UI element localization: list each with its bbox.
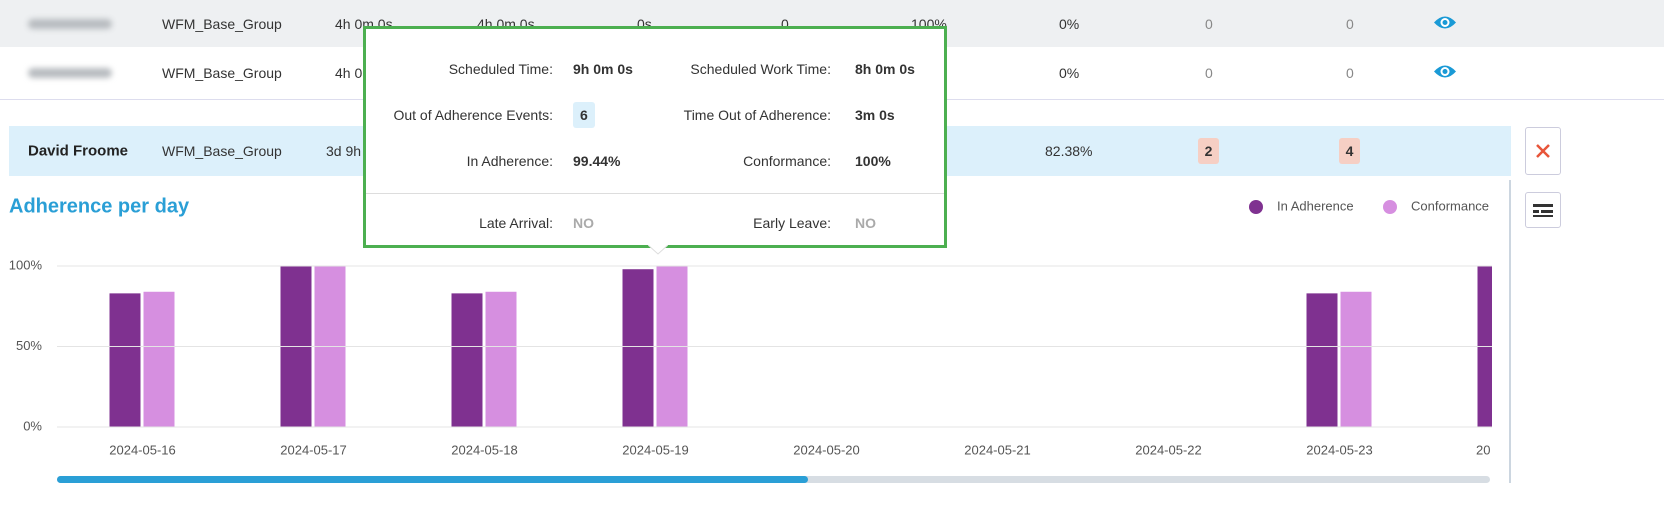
tooltip-label: Conformance: bbox=[743, 153, 831, 169]
tooltip-label: Scheduled Work Time: bbox=[690, 61, 831, 77]
tooltip-label: Late Arrival: bbox=[479, 215, 553, 231]
badge: 2 bbox=[1198, 138, 1219, 164]
y-tick-label: 100% bbox=[9, 257, 43, 272]
plot-area bbox=[109, 266, 1492, 427]
tooltip-value: NO bbox=[855, 215, 876, 231]
tooltip-label: Time Out of Adherence: bbox=[683, 107, 831, 123]
bar bbox=[1340, 291, 1372, 427]
table-cell: 0% bbox=[1059, 15, 1080, 32]
bar bbox=[451, 293, 483, 427]
agent-name: David Froome bbox=[28, 142, 129, 160]
tooltip-value: 8h 0m 0s bbox=[855, 61, 915, 77]
separator bbox=[366, 193, 944, 194]
table-cell: 0 bbox=[1205, 65, 1213, 81]
view-details[interactable] bbox=[1433, 64, 1457, 83]
time: 3d 9h bbox=[326, 143, 362, 159]
x-tick-label: 2024-05-18 bbox=[451, 442, 518, 457]
tooltip-value: 3m 0s bbox=[855, 107, 895, 123]
close-icon bbox=[1536, 144, 1550, 158]
tooltip-label: In Adherence: bbox=[466, 153, 553, 169]
bar bbox=[143, 291, 175, 427]
scroll-thumb[interactable] bbox=[57, 476, 808, 483]
view-button[interactable] bbox=[1525, 192, 1561, 228]
legend-label: In Adherence bbox=[1277, 198, 1354, 213]
percent: 82.38% bbox=[1045, 143, 1093, 159]
tooltip-value: NO bbox=[573, 215, 594, 231]
badge: 4 bbox=[1339, 138, 1360, 164]
tooltip-badge: 6 bbox=[573, 102, 595, 128]
table-cell: 0 bbox=[1205, 15, 1213, 32]
close-button[interactable] bbox=[1525, 127, 1561, 175]
tooltip-label: Early Leave: bbox=[753, 215, 831, 231]
bar bbox=[1306, 293, 1338, 427]
legend-label: Conformance bbox=[1411, 198, 1489, 213]
legend-marker bbox=[1249, 200, 1263, 214]
chart-title: Adherence per day bbox=[9, 195, 190, 217]
tooltip-label: Scheduled Time: bbox=[448, 61, 553, 77]
x-tick-label: 2024-05-22 bbox=[1135, 442, 1202, 457]
x-tick-label: 2024-05-17 bbox=[280, 442, 347, 457]
x-tick-label: 2024-05-21 bbox=[964, 442, 1031, 457]
tooltip-value: 99.44% bbox=[573, 153, 621, 169]
bar bbox=[109, 293, 141, 427]
x-tick-label: 20 bbox=[1476, 442, 1490, 457]
view-details[interactable] bbox=[1433, 14, 1457, 33]
eye-icon bbox=[1434, 16, 1456, 28]
x-tick-label: 2024-05-16 bbox=[109, 442, 176, 457]
view-icon bbox=[1533, 204, 1553, 217]
legend-marker bbox=[1383, 200, 1397, 214]
group: WFM_Base_Group bbox=[162, 143, 282, 159]
tooltip-value: 100% bbox=[855, 153, 891, 169]
tooltip-label: Out of Adherence Events: bbox=[393, 107, 553, 123]
table-cell: WFM_Base_Group bbox=[162, 15, 282, 32]
table-cell: WFM_Base_Group bbox=[162, 65, 282, 81]
x-tick-label: 2024-05-23 bbox=[1306, 442, 1373, 457]
table-cell: 0 bbox=[781, 15, 789, 32]
x-tick-label: 2024-05-20 bbox=[793, 442, 860, 457]
y-tick-label: 0% bbox=[23, 418, 42, 433]
table-cell: 0 bbox=[1346, 15, 1354, 32]
y-tick-label: 50% bbox=[16, 338, 42, 353]
tooltip-arrow bbox=[648, 245, 668, 255]
eye-icon bbox=[1434, 65, 1456, 78]
tooltip-value: 9h 0m 0s bbox=[573, 61, 633, 77]
bar bbox=[485, 291, 517, 427]
table-cell: 0 bbox=[1346, 65, 1354, 81]
blurred-name bbox=[28, 18, 112, 29]
tooltip: Scheduled Time: 9h 0m 0s Scheduled Work … bbox=[363, 26, 947, 255]
x-tick-label: 2024-05-19 bbox=[622, 442, 689, 457]
blurred-name bbox=[28, 68, 112, 78]
bar bbox=[622, 269, 654, 427]
table-cell: 0% bbox=[1059, 65, 1080, 81]
